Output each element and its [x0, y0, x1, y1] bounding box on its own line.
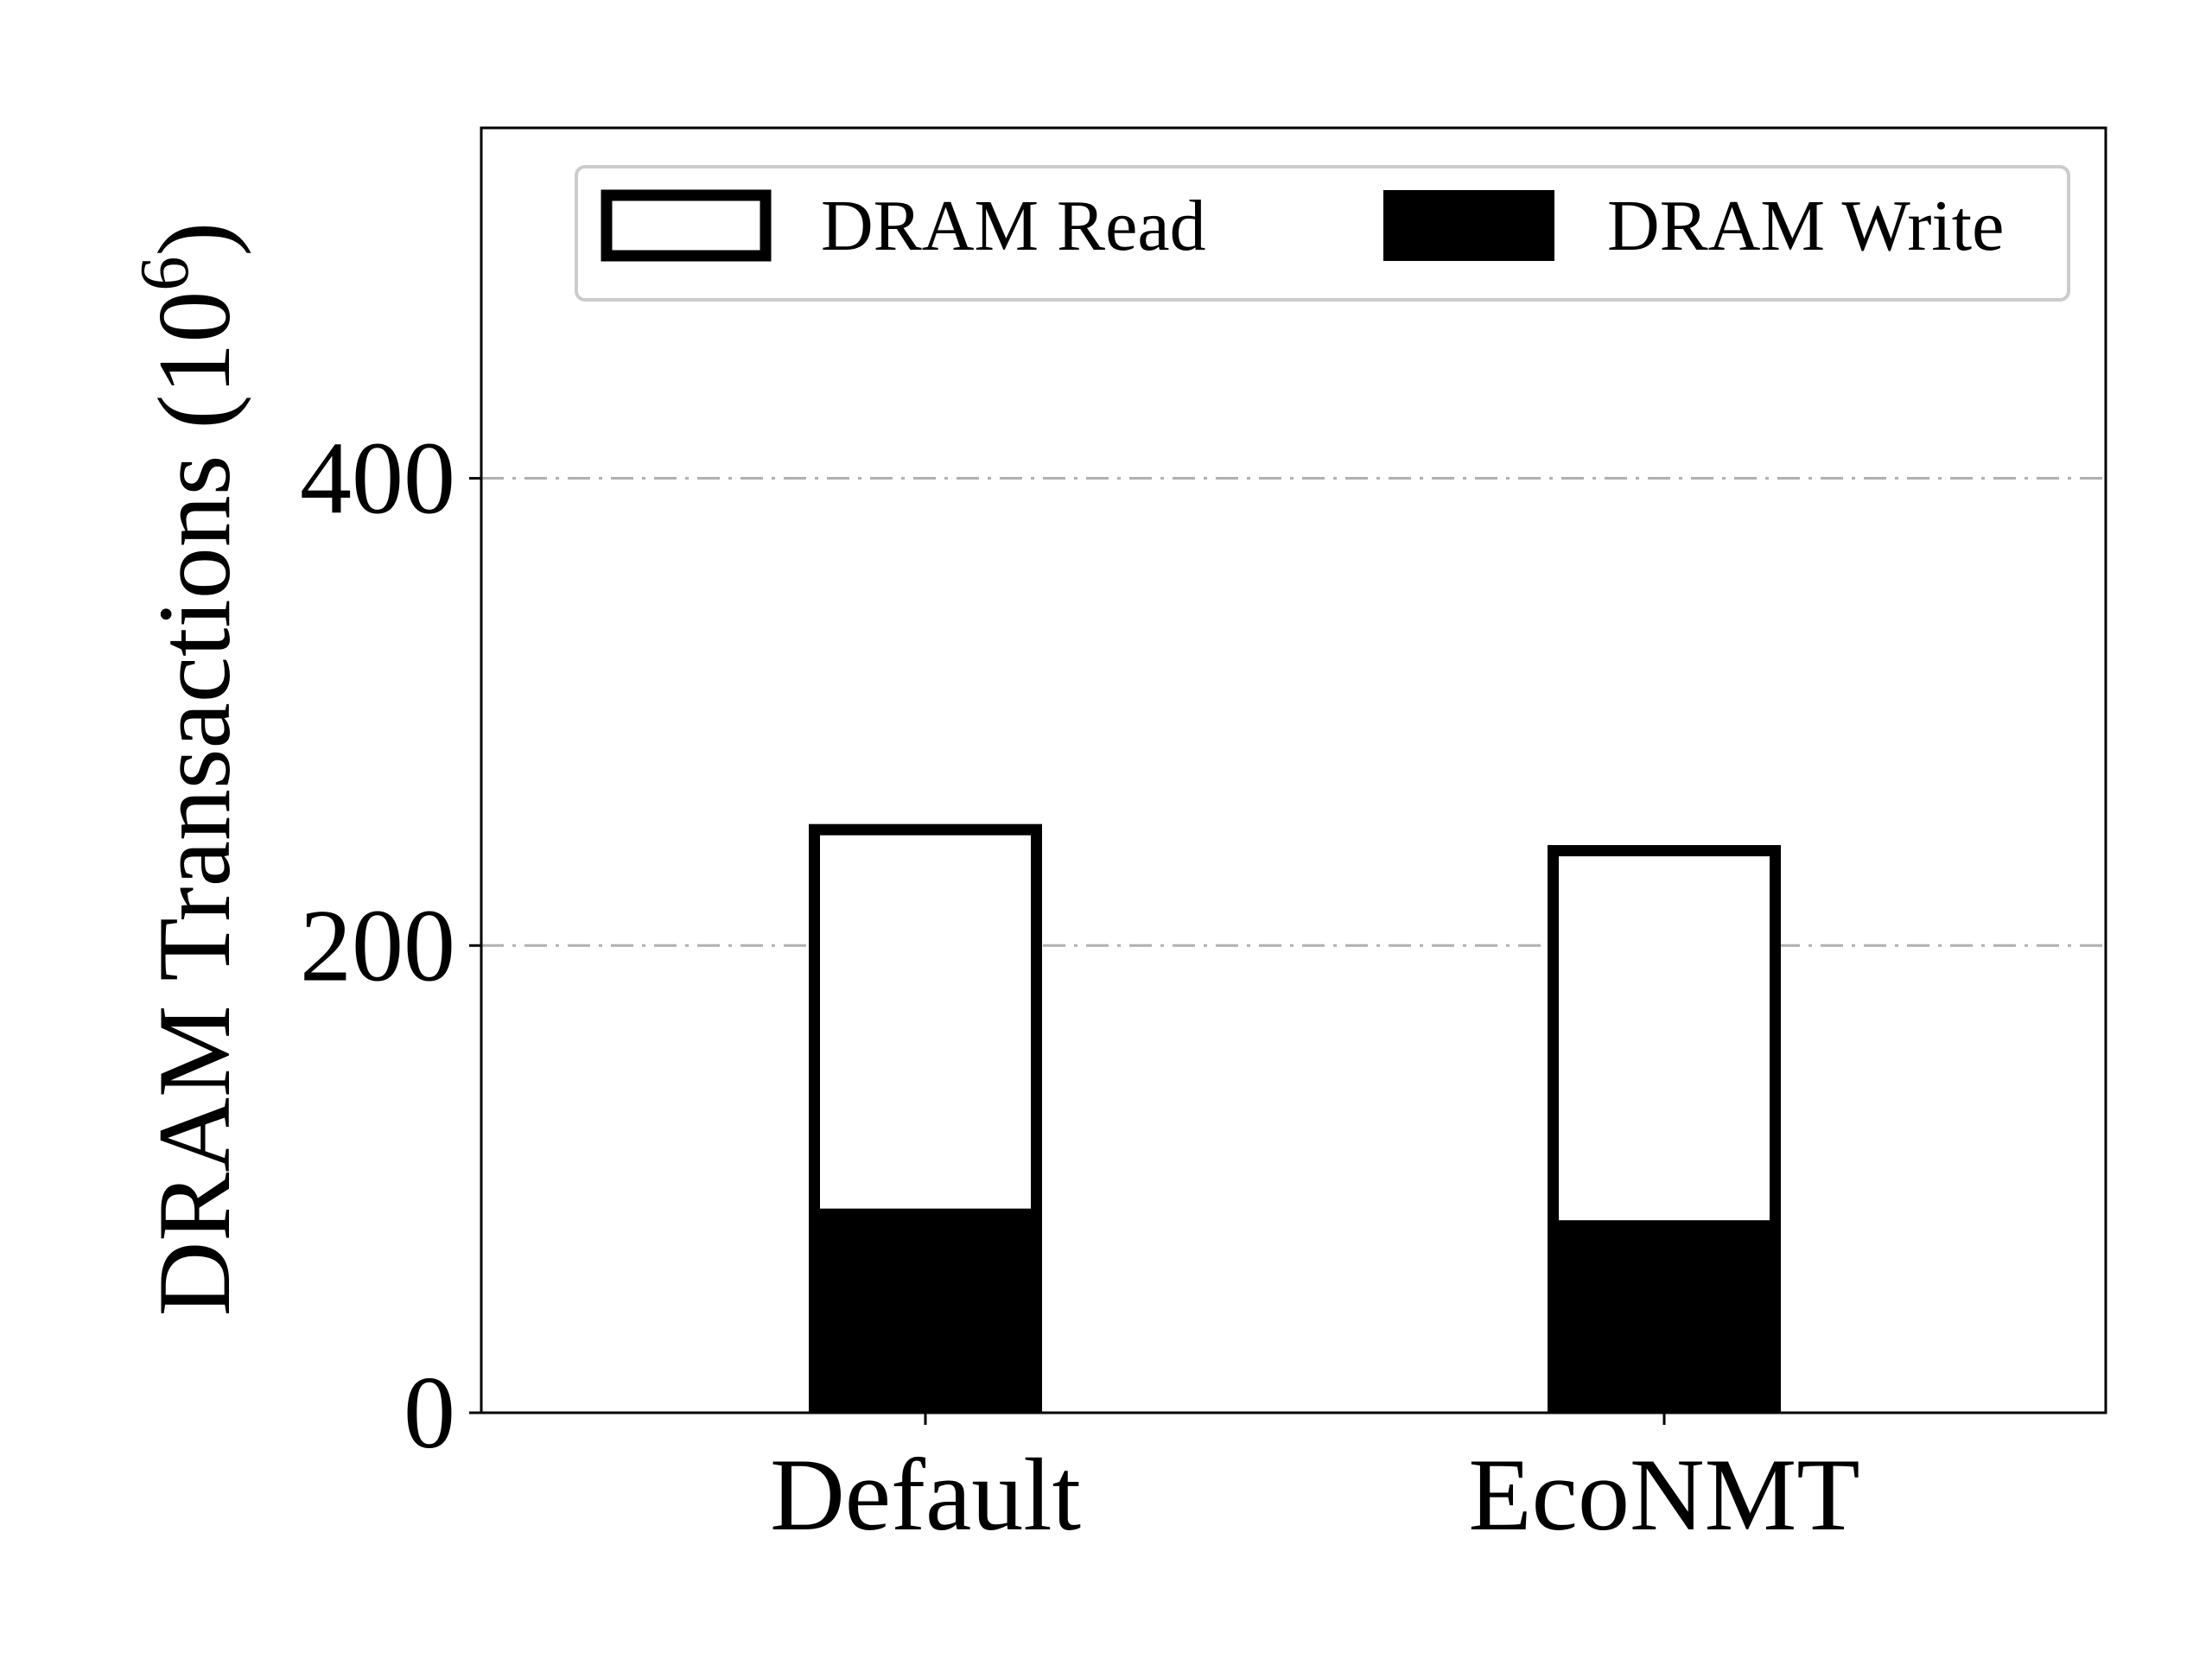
- grid-lines: [481, 477, 2106, 947]
- bar-write-econmt: [1548, 1225, 1781, 1413]
- x-axis-ticks: Default EcoNMT: [770, 1413, 1860, 1552]
- x-tick-label-default: Default: [770, 1437, 1081, 1552]
- plot-frame: [480, 126, 2107, 1414]
- legend-swatch-write: [1383, 190, 1554, 261]
- bar-read-econmt: [1548, 845, 1781, 1232]
- bar-read-default: [809, 823, 1042, 1220]
- legend-label-write: DRAM Write: [1607, 186, 2004, 266]
- y-axis-label: DRAM Transactions (106): [127, 222, 251, 1317]
- bar-write-default: [809, 1214, 1042, 1413]
- x-tick-label-econmt: EcoNMT: [1468, 1437, 1859, 1552]
- y-tick-label-200: 200: [300, 887, 455, 1002]
- bars: [809, 823, 1781, 1413]
- y-axis-ticks: 0 200 400: [300, 421, 481, 1470]
- legend-frame: [575, 165, 2070, 302]
- y-tick-label-400: 400: [300, 421, 455, 536]
- legend-label-read: DRAM Read: [821, 186, 1206, 266]
- y-tick-label-0: 0: [404, 1355, 455, 1470]
- legend: DRAM Read DRAM Write: [575, 165, 2070, 302]
- legend-swatch-read: [601, 189, 772, 262]
